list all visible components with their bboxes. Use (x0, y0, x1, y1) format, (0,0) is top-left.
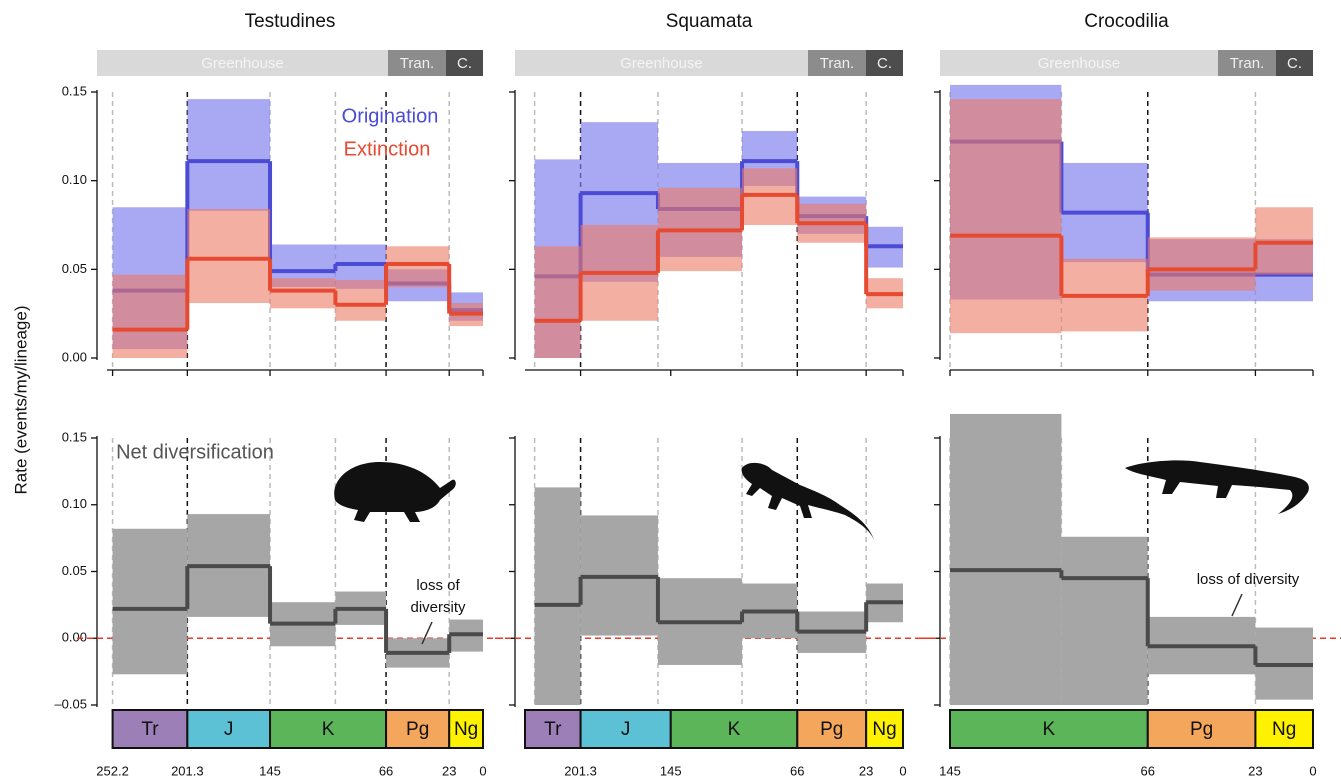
annotation: loss of diversity (1197, 571, 1300, 588)
figure: Rate (events/my/lineage) Testudines Green… (0, 0, 1341, 783)
ci-band (386, 246, 449, 287)
climate-label: Tran. (820, 55, 854, 72)
panel-title: Squamata (666, 11, 753, 32)
y-tick-label: 0.05 (62, 563, 87, 578)
ci-band (187, 99, 270, 211)
ci-band (335, 280, 386, 321)
y-tick-label: 0.10 (62, 172, 87, 187)
period-label: K (728, 719, 741, 740)
climate-label: C. (1287, 55, 1302, 72)
x-tick-label: 23 (1248, 763, 1262, 778)
period-label: Tr (141, 719, 159, 740)
x-tick-label: 0 (479, 763, 486, 778)
y-tick-label: 0.10 (62, 496, 87, 511)
period-label: Pg (1190, 719, 1213, 740)
x-tick-label: 252.2 (96, 763, 129, 778)
lizard-silhouette (742, 463, 876, 545)
x-tick-label: 0 (1309, 763, 1316, 778)
ci-band (1148, 237, 1256, 290)
y-tick-label: 0.00 (62, 630, 87, 645)
climate-label: C. (877, 55, 892, 72)
x-tick-label: 66 (379, 763, 393, 778)
x-tick-label: 145 (259, 763, 281, 778)
period-label: Tr (544, 719, 562, 740)
ci-band (535, 487, 581, 705)
ci-band (950, 99, 1061, 333)
panel-title: Testudines (245, 11, 336, 32)
period-label: K (1043, 719, 1056, 740)
crocodile-silhouette (1125, 460, 1309, 514)
x-tick-label: 23 (442, 763, 456, 778)
x-tick-label: 145 (660, 763, 682, 778)
ci-band (113, 275, 188, 358)
annotation-pointer (1232, 594, 1242, 616)
x-tick-label: 66 (790, 763, 804, 778)
climate-label: Greenhouse (620, 55, 703, 72)
period-label: K (322, 719, 335, 740)
x-tick-label: 201.3 (171, 763, 204, 778)
y-tick-label: 0.00 (62, 349, 87, 364)
x-tick-label: 66 (1141, 763, 1155, 778)
y-tick-label: 0.15 (62, 83, 87, 98)
climate-label: Greenhouse (201, 55, 284, 72)
ci-band (950, 414, 1061, 705)
ci-band (535, 246, 581, 358)
ci-band (113, 529, 188, 675)
period-label: Ng (872, 719, 896, 740)
period-label: Ng (454, 719, 478, 740)
x-tick-label: 145 (939, 763, 961, 778)
climate-label: Greenhouse (1038, 55, 1121, 72)
ci-band (187, 209, 270, 303)
annotation: loss of (416, 577, 460, 594)
legend-entry: Origination (342, 105, 439, 127)
ci-band (1061, 537, 1147, 705)
annotation: diversity (410, 599, 466, 616)
y-tick-label: 0.05 (62, 261, 87, 276)
y-tick-label: 0.15 (62, 429, 87, 444)
panel-title: Crocodilia (1084, 11, 1169, 32)
net-label: Net diversification (116, 441, 274, 463)
x-tick-label: 0 (899, 763, 906, 778)
period-label: Ng (1272, 719, 1296, 740)
ci-band (270, 278, 335, 308)
period-label: J (621, 719, 631, 740)
turtle-silhouette (334, 462, 456, 522)
period-label: Pg (820, 719, 843, 740)
climate-label: C. (457, 55, 472, 72)
climate-label: Tran. (1230, 55, 1264, 72)
period-label: J (224, 719, 234, 740)
x-tick-label: 201.3 (564, 763, 597, 778)
climate-label: Tran. (400, 55, 434, 72)
y-axis-label: Rate (events/my/lineage) (11, 306, 30, 495)
silhouettes (334, 460, 1309, 545)
x-tick-label: 23 (859, 763, 873, 778)
legend-entry: Extinction (344, 138, 431, 160)
period-label: Pg (406, 719, 429, 740)
y-tick-label: –0.05 (54, 696, 87, 711)
